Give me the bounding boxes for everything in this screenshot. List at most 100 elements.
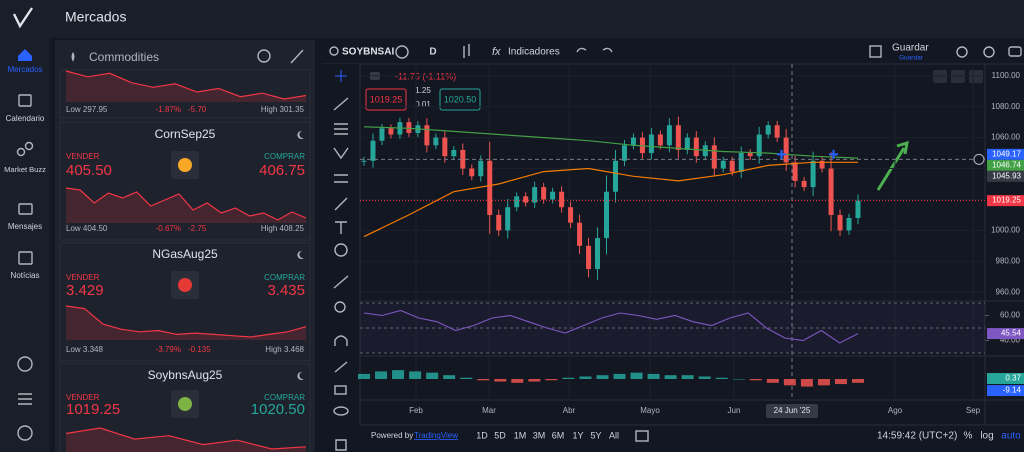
rsi-tick-label: 40.00 — [1000, 336, 1021, 345]
brand-link[interactable]: TradingView — [414, 431, 458, 440]
range-button[interactable]: 1D — [476, 430, 488, 440]
symbol[interactable]: SOYBNSAI — [342, 47, 394, 58]
interval[interactable]: D — [429, 47, 436, 58]
sell-price[interactable]: 1019.25 — [66, 401, 120, 418]
buy-price[interactable]: 1020.50 — [444, 94, 477, 104]
indicators-button[interactable]: Indicadores — [508, 47, 560, 58]
fib-tool[interactable] — [334, 123, 348, 135]
control-button[interactable] — [969, 70, 983, 83]
search-icon[interactable] — [257, 49, 271, 63]
sell-price[interactable]: 1019.25 — [370, 94, 403, 104]
sell-price[interactable]: 405.50 — [66, 162, 112, 179]
nav-item[interactable]: Notícias — [11, 271, 40, 280]
percent-toggle[interactable]: % — [964, 431, 973, 442]
emoji-tool[interactable] — [334, 243, 348, 257]
edit-icon[interactable] — [290, 49, 304, 64]
undo-icon[interactable] — [576, 47, 587, 53]
market-card[interactable]: Low 297.95 -1.87% -5.70 High 301.35 — [59, 69, 311, 119]
candle — [846, 218, 852, 231]
buy-price[interactable]: 1020.50 — [251, 401, 305, 418]
auto-toggle[interactable]: auto — [1001, 431, 1021, 442]
date-range-icon[interactable] — [635, 430, 649, 442]
chart-type-icon[interactable] — [463, 44, 470, 58]
buy-box[interactable] — [439, 88, 481, 111]
log-toggle[interactable]: log — [980, 431, 993, 442]
visibility-tool[interactable] — [333, 406, 349, 416]
range-button[interactable]: All — [609, 430, 619, 440]
theme-icon[interactable] — [17, 356, 33, 372]
header-bar — [50, 0, 1024, 38]
magnet-tool[interactable] — [334, 335, 348, 346]
logo[interactable] — [12, 7, 33, 29]
range-button[interactable]: 6M — [552, 430, 565, 440]
range-button[interactable]: 3M — [533, 430, 546, 440]
range-button[interactable]: 5D — [494, 430, 506, 440]
candle — [720, 160, 726, 169]
buy-price[interactable]: 3.435 — [267, 282, 305, 299]
compare-icon[interactable] — [395, 45, 409, 59]
redo-icon[interactable] — [602, 47, 613, 53]
sell-price[interactable]: 3.429 — [66, 282, 104, 299]
trash-tool[interactable] — [335, 439, 347, 451]
alert-icon[interactable] — [956, 46, 968, 58]
buy-price[interactable]: 406.75 — [259, 162, 305, 179]
help-icon[interactable] — [17, 425, 33, 441]
buy-label: COMPRAR — [264, 273, 305, 282]
x-tick-label: Sep — [966, 406, 981, 415]
macd-label: -9.14 — [1003, 386, 1022, 395]
range-button[interactable]: 5Y — [590, 430, 601, 440]
projection-tool[interactable] — [334, 174, 348, 183]
nav-item[interactable]: Mensajes — [8, 222, 42, 231]
ruler-tool[interactable] — [333, 275, 349, 289]
candle — [684, 137, 690, 150]
macd-bar — [852, 379, 864, 383]
snapshot-icon[interactable] — [1008, 46, 1022, 57]
macd-bar — [511, 379, 524, 383]
candle — [756, 134, 762, 157]
x-tick-label: Mayo — [640, 406, 660, 415]
candle — [379, 128, 385, 141]
nav-item[interactable]: Mercados — [7, 65, 42, 74]
nav-item[interactable]: Calendario — [6, 114, 45, 123]
add-alert[interactable] — [973, 153, 985, 165]
nav-icon[interactable] — [16, 147, 26, 157]
crosshair-tool[interactable] — [335, 70, 347, 82]
high-label: High 3.468 — [265, 345, 304, 354]
text-tool[interactable] — [335, 221, 347, 234]
macd-bar — [426, 372, 439, 379]
candle — [819, 160, 825, 169]
settings-icon[interactable] — [983, 46, 995, 58]
save-button[interactable]: Guardar — [892, 43, 929, 54]
candle — [855, 200, 861, 219]
lock-tool[interactable] — [334, 385, 347, 395]
macd-bar — [562, 377, 575, 379]
nav-icon[interactable] — [18, 203, 33, 215]
layout-icon[interactable] — [869, 45, 882, 58]
brush-tool[interactable] — [334, 197, 348, 211]
pencil-tool[interactable] — [334, 361, 348, 373]
nav-icon[interactable] — [18, 49, 32, 61]
control-button[interactable] — [933, 70, 947, 83]
y-tick-label: 980.00 — [996, 256, 1021, 265]
zoom-tool[interactable] — [334, 301, 346, 313]
macd-bar — [528, 379, 541, 382]
settings-icon[interactable] — [18, 393, 32, 405]
sparkline — [65, 187, 307, 221]
control-button[interactable] — [951, 70, 965, 83]
nav-icon[interactable] — [18, 251, 33, 265]
candle — [433, 137, 439, 146]
search-icon[interactable] — [329, 46, 339, 56]
sell-box[interactable] — [365, 88, 407, 111]
nav-item[interactable]: Market Buzz — [4, 165, 46, 174]
line-tool[interactable] — [333, 97, 349, 111]
pattern-tool[interactable] — [333, 147, 349, 160]
x-tick-label: Abr — [563, 406, 576, 415]
macd-bar — [477, 379, 490, 381]
range-button[interactable]: 1Y — [572, 430, 583, 440]
nav-icon[interactable] — [18, 94, 32, 107]
range-button[interactable]: 1M — [514, 430, 527, 440]
